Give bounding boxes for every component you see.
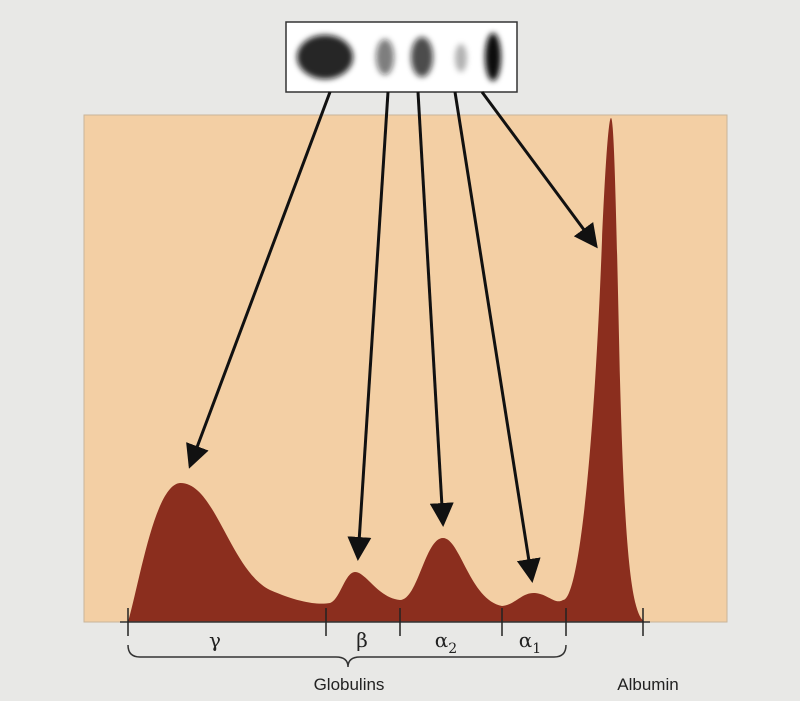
albumin-label: Albumin <box>617 675 678 694</box>
band-symbol: α <box>435 628 449 652</box>
arrows <box>186 91 598 583</box>
globulin-brace <box>127 644 567 668</box>
band-subscript: 1 <box>532 641 541 657</box>
band-label: α1 <box>519 628 541 657</box>
density-curve <box>128 118 645 622</box>
band-subscript: 2 <box>448 641 457 657</box>
gel-strip <box>285 21 518 93</box>
band-label: α2 <box>435 628 457 657</box>
band-label: β <box>356 628 368 652</box>
group-label: Globulins <box>314 675 385 694</box>
band-symbol: α <box>519 628 533 652</box>
tick-marks <box>127 608 644 636</box>
band-label: γ <box>209 628 221 652</box>
